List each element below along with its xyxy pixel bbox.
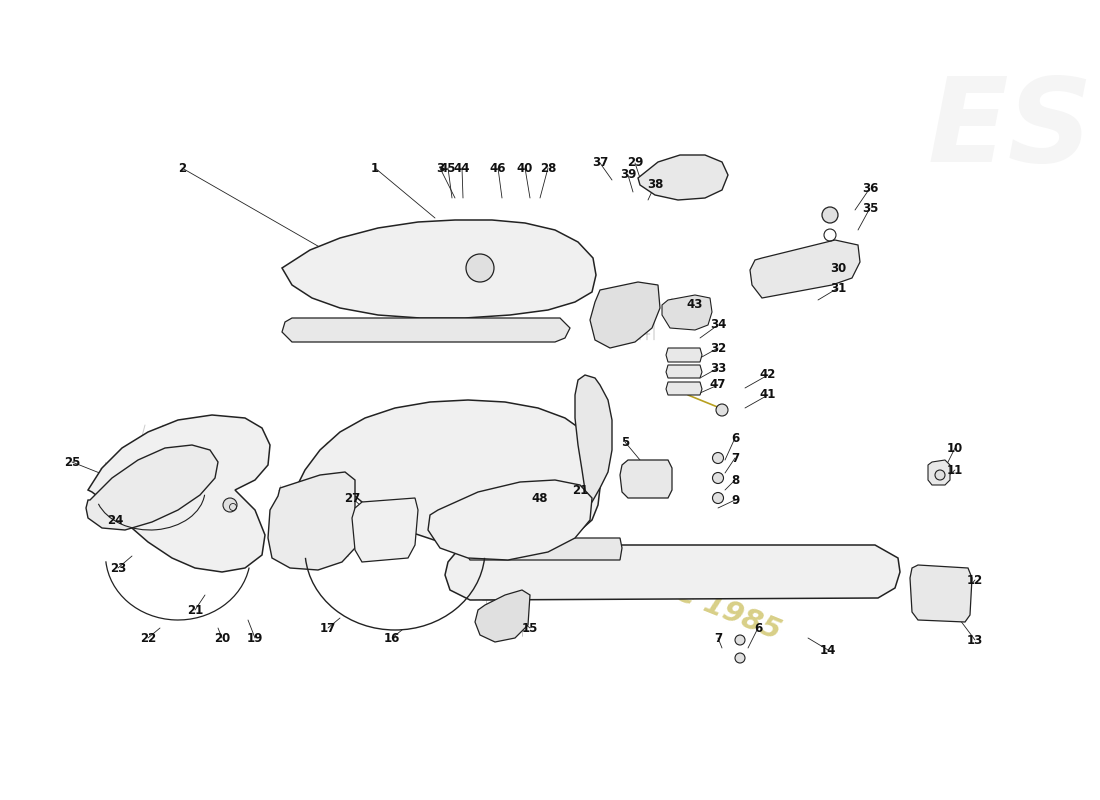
Text: 5: 5: [620, 435, 629, 449]
Polygon shape: [428, 480, 592, 560]
Text: 28: 28: [540, 162, 557, 174]
Text: 48: 48: [531, 491, 548, 505]
Text: 33: 33: [710, 362, 726, 374]
Text: 21: 21: [187, 603, 204, 617]
Text: 13: 13: [967, 634, 983, 646]
Text: 6: 6: [730, 431, 739, 445]
Polygon shape: [666, 382, 702, 395]
Circle shape: [713, 493, 724, 503]
Polygon shape: [86, 445, 218, 530]
Polygon shape: [282, 220, 596, 318]
Text: 34: 34: [710, 318, 726, 331]
Text: 35: 35: [861, 202, 878, 214]
Text: 29: 29: [627, 157, 644, 170]
Text: 10: 10: [947, 442, 964, 454]
Polygon shape: [575, 375, 612, 505]
Text: 36: 36: [861, 182, 878, 194]
Text: 40: 40: [517, 162, 534, 174]
Polygon shape: [662, 295, 712, 330]
Polygon shape: [620, 460, 672, 498]
Text: 21: 21: [572, 483, 588, 497]
Text: 32: 32: [710, 342, 726, 354]
Text: 43: 43: [686, 298, 703, 311]
Circle shape: [935, 470, 945, 480]
Text: 20: 20: [213, 631, 230, 645]
Text: a passion for parts since 1985: a passion for parts since 1985: [315, 434, 785, 646]
Circle shape: [735, 635, 745, 645]
Polygon shape: [282, 318, 570, 342]
Text: ES: ES: [927, 73, 1092, 187]
Text: 42: 42: [760, 369, 777, 382]
Text: 7: 7: [714, 631, 722, 645]
Text: 17: 17: [320, 622, 337, 634]
Text: 44: 44: [453, 162, 471, 174]
Text: 37: 37: [592, 157, 608, 170]
Text: 25: 25: [64, 455, 80, 469]
Text: 15: 15: [521, 622, 538, 634]
Text: 7: 7: [730, 451, 739, 465]
Polygon shape: [462, 538, 622, 560]
Text: 8: 8: [730, 474, 739, 486]
Circle shape: [466, 254, 494, 282]
Polygon shape: [352, 498, 418, 562]
Polygon shape: [928, 460, 950, 485]
Polygon shape: [750, 240, 860, 298]
Text: 46: 46: [490, 162, 506, 174]
Polygon shape: [590, 282, 660, 348]
Circle shape: [735, 653, 745, 663]
Text: 31: 31: [829, 282, 846, 294]
Circle shape: [822, 207, 838, 223]
Circle shape: [713, 473, 724, 483]
Text: 11: 11: [947, 463, 964, 477]
Text: 12: 12: [967, 574, 983, 586]
Text: 27: 27: [344, 491, 360, 505]
Text: 2: 2: [178, 162, 186, 174]
Polygon shape: [88, 415, 270, 572]
Polygon shape: [446, 545, 900, 600]
Text: 41: 41: [760, 389, 777, 402]
Polygon shape: [295, 400, 600, 550]
Text: 24: 24: [107, 514, 123, 526]
Text: 19: 19: [246, 631, 263, 645]
Text: 6: 6: [754, 622, 762, 634]
Polygon shape: [666, 348, 702, 362]
Polygon shape: [910, 565, 972, 622]
Circle shape: [716, 404, 728, 416]
Text: 22: 22: [140, 631, 156, 645]
Circle shape: [713, 453, 724, 463]
Text: 39: 39: [619, 169, 636, 182]
Polygon shape: [268, 472, 355, 570]
Polygon shape: [475, 590, 530, 642]
Text: 1: 1: [371, 162, 380, 174]
Text: 47: 47: [710, 378, 726, 391]
Polygon shape: [638, 155, 728, 200]
Text: 9: 9: [730, 494, 739, 506]
Text: 45: 45: [440, 162, 456, 174]
Text: 16: 16: [384, 631, 400, 645]
Text: 14: 14: [820, 643, 836, 657]
Circle shape: [223, 498, 236, 512]
Text: 3: 3: [436, 162, 444, 174]
Polygon shape: [356, 508, 392, 522]
Polygon shape: [666, 365, 702, 378]
Text: 38: 38: [647, 178, 663, 191]
Text: 23: 23: [110, 562, 126, 574]
Text: 30: 30: [829, 262, 846, 274]
